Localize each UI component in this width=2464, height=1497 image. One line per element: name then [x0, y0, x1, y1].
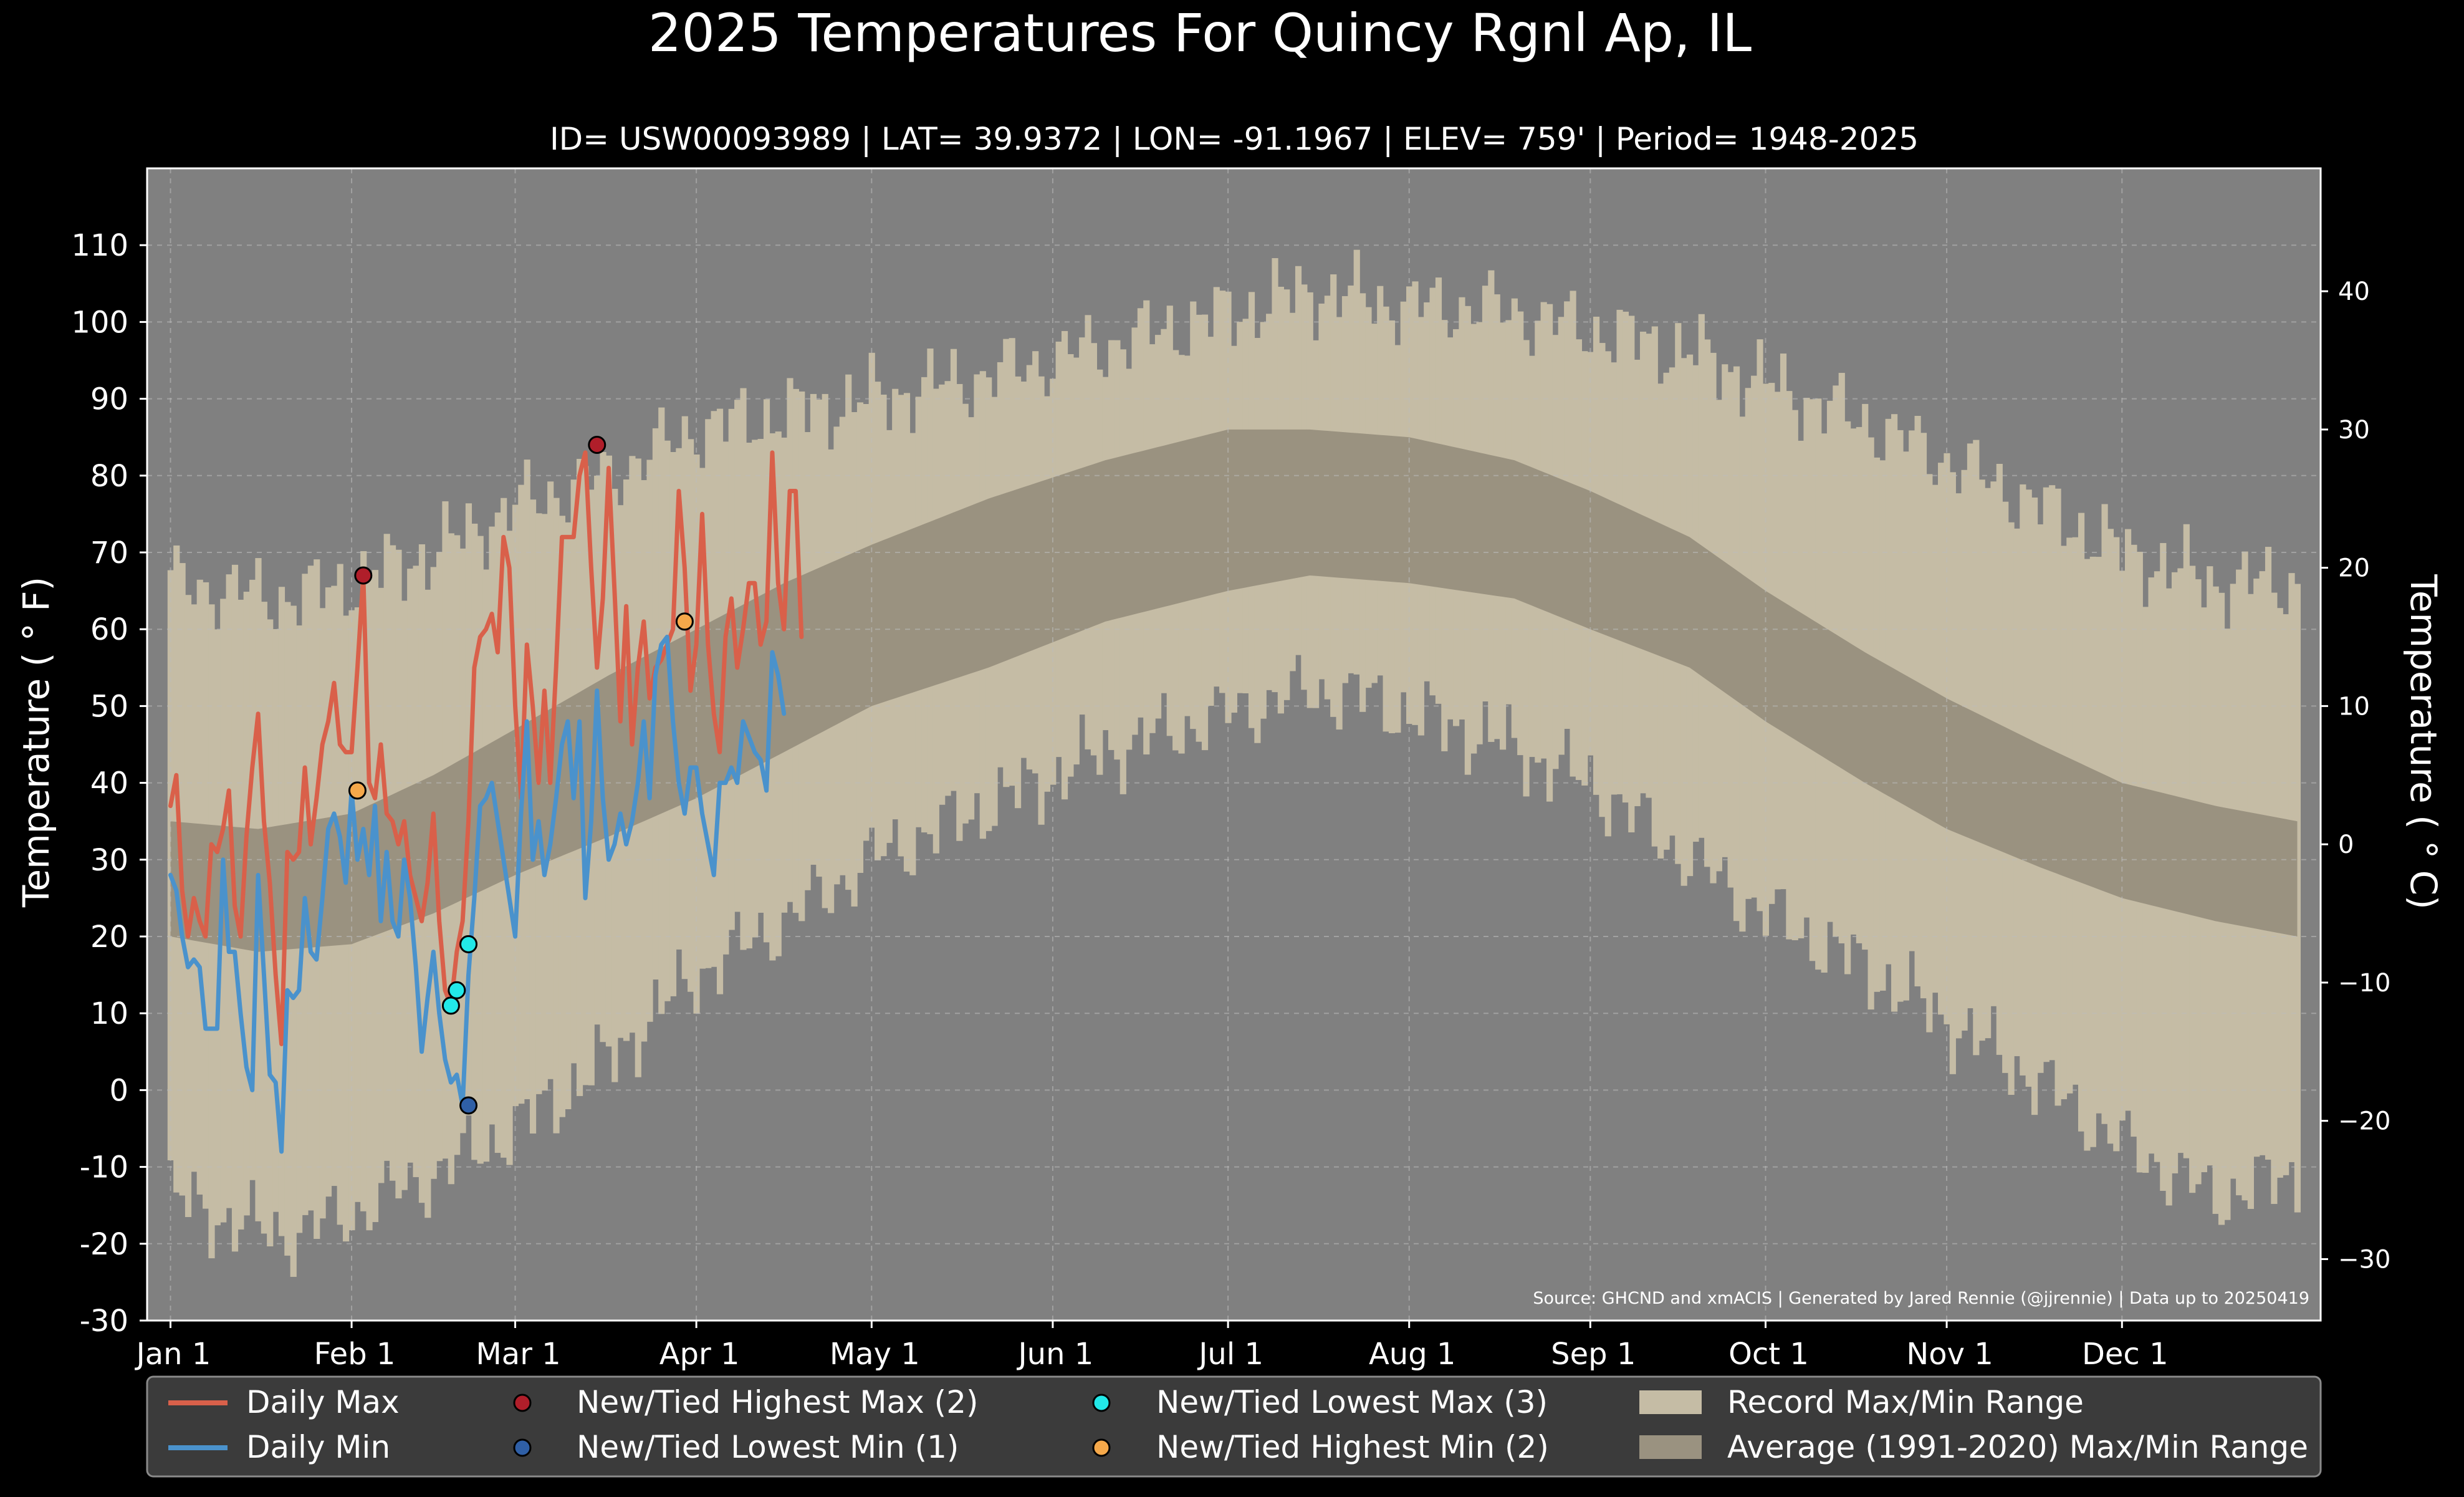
- legend-normal-range-label: Average (1991-2020) Max/Min Range: [1727, 1429, 2308, 1465]
- record-marker-new-lowest-max: [459, 935, 478, 953]
- daily-min-line: [168, 635, 787, 1154]
- legend-highest-min-marker: [1092, 1438, 1111, 1457]
- y-tick-label: 60: [90, 612, 128, 647]
- y-tick-label: 20: [90, 920, 128, 955]
- legend-highest-max-marker: [513, 1394, 532, 1412]
- y-tick-label: 100: [71, 305, 128, 340]
- chart-title: 2025 Temperatures For Quincy Rgnl Ap, IL: [648, 2, 1752, 64]
- record-marker-new-highest-min: [675, 612, 694, 631]
- y-tick-label: 10: [90, 996, 128, 1031]
- axes: -30-20-100102030405060708090100110−30−20…: [71, 167, 2390, 1372]
- legend: Daily Max Daily Min New/Tied Highest Max…: [146, 1375, 2322, 1478]
- record-marker-new-highest-min: [348, 781, 367, 800]
- y-right-tick-label: −20: [2338, 1107, 2390, 1136]
- record-range-bar: [2294, 584, 2301, 1213]
- plot-area: [147, 168, 2321, 1321]
- y-right-tick-label: 20: [2338, 554, 2370, 583]
- daily-max-line: [168, 450, 804, 1046]
- record-marker-new-lowest-max: [441, 996, 460, 1015]
- y-right-tick-label: −10: [2338, 969, 2390, 998]
- record-marker-new-highest-max: [588, 436, 606, 455]
- source-note: Source: GHCND and xmACIS | Generated by …: [1533, 1289, 2309, 1308]
- y-tick-label: 30: [90, 843, 128, 878]
- plot-frame: [146, 167, 2322, 1322]
- x-tick-label: Nov 1: [1906, 1337, 1993, 1372]
- record-marker-new-highest-max: [354, 566, 373, 585]
- chart-subtitle: ID= USW00093989 | LAT= 39.9372 | LON= -9…: [550, 121, 1919, 157]
- y-right-tick-label: 10: [2338, 692, 2370, 721]
- y-tick-label: 0: [109, 1073, 128, 1108]
- y-tick-label: -20: [80, 1227, 128, 1262]
- y-tick-label: -30: [80, 1304, 128, 1339]
- y-axis-label-fahrenheit: Temperature ( ° F): [15, 577, 57, 908]
- legend-lowest-min-label: New/Tied Lowest Min (1): [577, 1429, 959, 1465]
- legend-lowest-min-marker: [513, 1438, 532, 1457]
- x-tick-label: Oct 1: [1728, 1337, 1809, 1372]
- y-right-tick-label: 30: [2338, 416, 2370, 445]
- legend-record-range-label: Record Max/Min Range: [1727, 1384, 2084, 1420]
- x-tick-label: Feb 1: [314, 1337, 396, 1372]
- x-tick-label: Jan 1: [135, 1337, 211, 1372]
- x-tick-label: Jul 1: [1197, 1337, 1263, 1372]
- legend-highest-max-label: New/Tied Highest Max (2): [577, 1384, 979, 1420]
- x-tick-label: Aug 1: [1369, 1337, 1456, 1372]
- y-tick-label: -10: [80, 1150, 128, 1185]
- y-tick-label: 90: [90, 382, 128, 417]
- y-right-tick-label: −30: [2338, 1245, 2390, 1274]
- x-tick-label: May 1: [830, 1337, 920, 1372]
- legend-record-range-swatch: [1639, 1390, 1702, 1414]
- y-right-tick-label: 0: [2338, 830, 2354, 859]
- y-tick-label: 70: [90, 536, 128, 570]
- x-tick-label: Sep 1: [1551, 1337, 1636, 1372]
- legend-box: [146, 1375, 2322, 1478]
- y-right-tick-label: 40: [2338, 277, 2370, 306]
- y-tick-label: 50: [90, 689, 128, 724]
- x-tick-label: Jun 1: [1017, 1337, 1094, 1372]
- y-axis-label-celsius: Temperature ( ° C): [2402, 574, 2445, 909]
- x-tick-label: Apr 1: [659, 1337, 740, 1372]
- legend-highest-min-label: New/Tied Highest Min (2): [1156, 1429, 1549, 1465]
- x-tick-label: Dec 1: [2082, 1337, 2169, 1372]
- record-marker-new-lowest-max: [448, 981, 466, 999]
- y-tick-label: 80: [90, 459, 128, 494]
- legend-lowest-max-marker: [1092, 1394, 1111, 1412]
- record-range-bar: [2224, 628, 2231, 1220]
- legend-daily-max-label: Daily Max: [246, 1384, 400, 1420]
- record-marker-new-lowest-min: [459, 1096, 478, 1115]
- legend-daily-min-label: Daily Min: [246, 1429, 390, 1465]
- legend-normal-range-swatch: [1639, 1435, 1702, 1459]
- y-tick-label: 40: [90, 766, 128, 801]
- legend-lowest-max-label: New/Tied Lowest Max (3): [1156, 1384, 1548, 1420]
- y-tick-label: 110: [71, 228, 128, 263]
- x-tick-label: Mar 1: [476, 1337, 560, 1372]
